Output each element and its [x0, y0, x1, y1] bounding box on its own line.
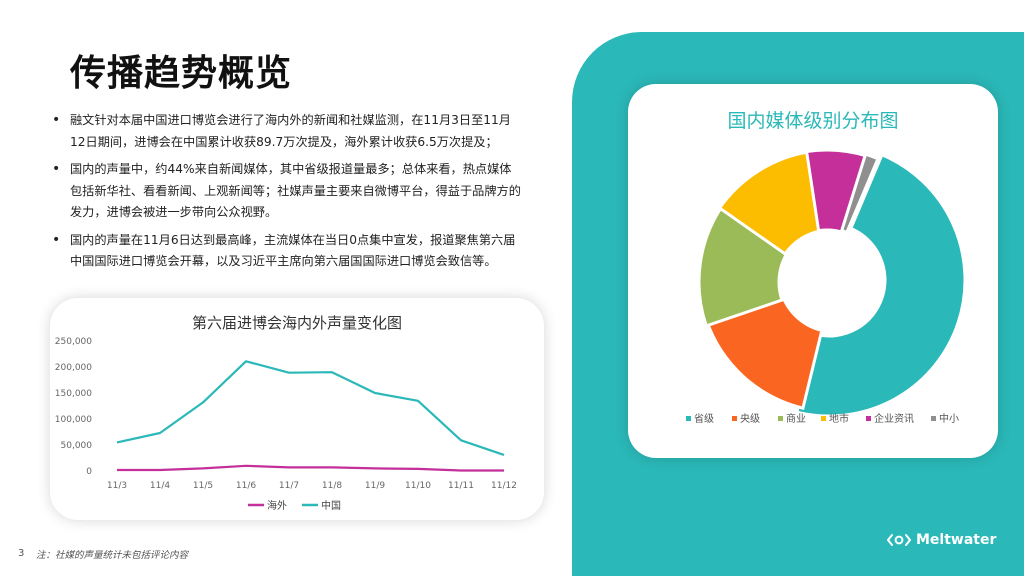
y-tick-label: 250,000 — [55, 337, 92, 347]
legend-label: 中小 — [939, 412, 959, 425]
legend-label: 央级 — [740, 412, 760, 425]
donut-slice-省级 — [795, 152, 967, 418]
y-tick-label: 100,000 — [55, 415, 92, 425]
page-number: 3 — [18, 548, 25, 559]
x-tick-label: 11/11 — [448, 481, 474, 491]
legend-swatch — [821, 416, 826, 421]
legend-label: 中国 — [321, 499, 341, 512]
series-line-中国 — [116, 360, 505, 456]
line-chart: 0 50,000 100,000 150,000 200,000 250,000 11/3 1… — [55, 337, 517, 512]
legend-label: 地市 — [829, 412, 849, 425]
x-tick-label: 11/5 — [193, 481, 213, 491]
y-tick-label: 200,000 — [55, 363, 92, 373]
y-tick-label: 0 — [86, 467, 92, 477]
line-chart-card: 第六届进博会海内外声量变化图 0 50,000 100,000 150,000 200,… — [50, 298, 544, 520]
brand-logo: Meltwater — [887, 532, 996, 548]
x-tick-label: 11/9 — [365, 481, 385, 491]
donut-chart-title: 国内媒体级别分布图 — [727, 110, 899, 132]
legend-label: 商业 — [786, 412, 806, 425]
legend-swatch — [732, 416, 737, 421]
page-title: 传播趋势概览 — [70, 53, 293, 94]
bullet-list: 融文针对本届中国进口博览会进行了海内外的新闻和社媒监测，在11月3日至11月12… — [52, 110, 522, 279]
legend-label: 省级 — [694, 412, 714, 425]
x-tick-label: 11/3 — [107, 481, 127, 491]
legend-label: 海外 — [267, 499, 287, 512]
series-line-海外 — [117, 464, 504, 472]
y-tick-label: 150,000 — [55, 389, 92, 399]
x-tick-label: 11/10 — [405, 481, 431, 491]
legend-swatch — [778, 416, 783, 421]
line-chart-title: 第六届进博会海内外声量变化图 — [191, 314, 402, 332]
legend-swatch — [931, 416, 936, 421]
x-tick-label: 11/7 — [279, 481, 299, 491]
bullet-item: 国内的声量中，约44%来自新闻媒体，其中省级报道量最多；总体来看，热点媒体包括新… — [52, 159, 522, 224]
donut-chart-card: 国内媒体级别分布图 省级 央级 商业 地市 企业资讯 中小 — [628, 84, 998, 458]
donut-slice-中小 — [839, 152, 880, 235]
y-tick-label: 50,000 — [61, 441, 93, 451]
bullet-item: 融文针对本届中国进口博览会进行了海内外的新闻和社媒监测，在11月3日至11月12… — [52, 110, 522, 153]
legend-swatch — [866, 416, 871, 421]
meltwater-logo-icon — [887, 534, 911, 546]
x-tick-label: 11/8 — [322, 481, 342, 491]
donut-chart: 省级 央级 商业 地市 企业资讯 中小 — [686, 148, 967, 425]
brand-name: Meltwater — [916, 532, 997, 548]
x-tick-label: 11/12 — [491, 481, 517, 491]
legend-label: 企业资讯 — [874, 412, 914, 425]
bullet-item: 国内的声量在11月6日达到最高峰，主流媒体在当日0点集中宣发，报道聚焦第六届中国… — [52, 230, 522, 273]
x-tick-label: 11/6 — [236, 481, 256, 491]
x-tick-label: 11/4 — [150, 481, 170, 491]
legend-swatch — [686, 416, 691, 421]
footnote: 注：社媒的声量统计未包括评论内容 — [36, 550, 189, 561]
